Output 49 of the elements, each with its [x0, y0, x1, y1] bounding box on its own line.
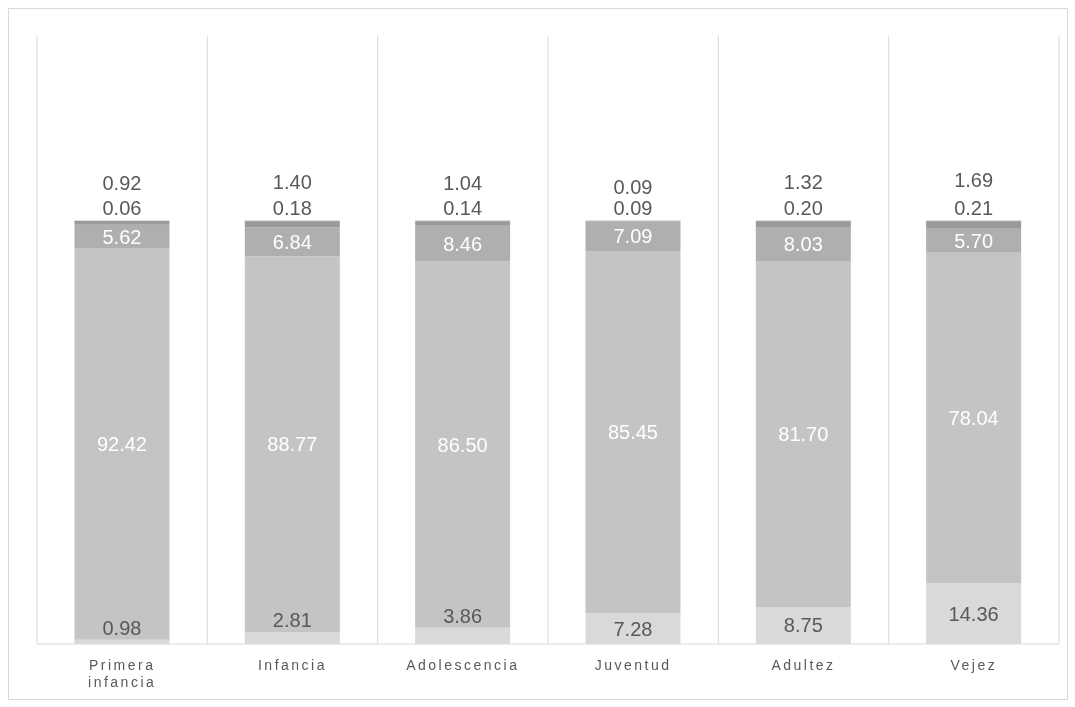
- bar: [244, 221, 340, 228]
- data-label: 88.77: [267, 433, 318, 456]
- x-tick-label: Adolescencia: [406, 657, 520, 673]
- data-label: 8.03: [783, 233, 823, 256]
- data-label: 0.14: [443, 197, 483, 220]
- x-tick-label: Juventud: [594, 657, 672, 673]
- data-label: 85.45: [607, 421, 658, 444]
- data-label: 78.04: [948, 407, 999, 430]
- data-label: 81.70: [778, 423, 829, 446]
- data-label: 0.09: [613, 197, 653, 220]
- data-label: 14.36: [948, 602, 999, 625]
- data-label: 6.84: [272, 230, 312, 253]
- data-label: 0.98: [102, 616, 142, 639]
- bar: [755, 227, 851, 262]
- x-tick-label: Adultez: [771, 657, 836, 673]
- bar: [415, 221, 511, 226]
- data-label: 92.42: [96, 433, 147, 456]
- x-tick-label: Vejez: [950, 657, 998, 673]
- data-label: 7.09: [613, 225, 653, 248]
- x-tick-label: Primera infancia: [88, 657, 157, 690]
- bar: [926, 221, 1022, 229]
- data-label: 8.75: [783, 614, 823, 637]
- data-label: 0.92: [102, 172, 142, 195]
- data-label: 1.04: [443, 171, 483, 194]
- data-label: 86.50: [437, 433, 488, 456]
- bar: [244, 256, 340, 633]
- data-label: 5.70: [954, 229, 994, 252]
- data-label: 5.62: [102, 225, 142, 248]
- bar: [585, 251, 681, 614]
- data-label: 0.21: [954, 196, 994, 219]
- data-label: 0.06: [102, 197, 142, 220]
- data-label: 7.28: [613, 617, 653, 640]
- bar: [74, 220, 170, 225]
- bar: [926, 252, 1022, 584]
- data-label: 8.46: [443, 232, 483, 255]
- data-label: 1.69: [954, 169, 994, 192]
- data-label: 0.20: [783, 196, 823, 219]
- data-label: 3.86: [443, 604, 483, 627]
- bar: [74, 248, 170, 640]
- data-label: 1.32: [783, 170, 823, 193]
- bar: [415, 261, 511, 628]
- data-label: 1.40: [272, 170, 312, 193]
- bar: [244, 227, 340, 257]
- bar: [585, 221, 681, 252]
- data-label: 2.81: [272, 609, 312, 632]
- data-label: 0.09: [613, 175, 653, 198]
- x-tick-label: Infancia: [257, 657, 328, 673]
- data-label: 0.18: [272, 196, 312, 219]
- bar: [755, 261, 851, 607]
